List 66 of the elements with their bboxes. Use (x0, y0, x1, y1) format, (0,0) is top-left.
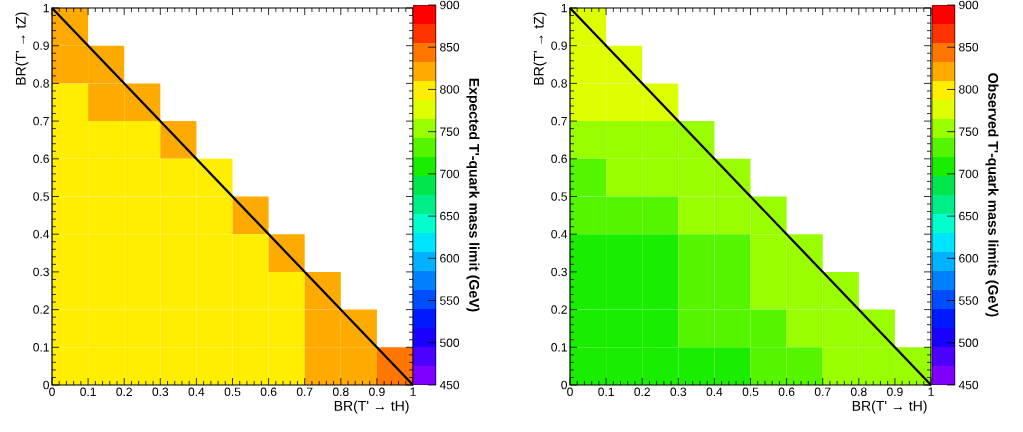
color-bar-label: 450 (958, 380, 979, 390)
color-bar-label: 800 (959, 85, 979, 94)
x-tick-label: 0.4 (706, 387, 723, 397)
x-tick-label: 0.5 (224, 387, 241, 397)
y-tick-label: 0.9 (551, 41, 567, 50)
y-tick-label: 0.1 (551, 343, 567, 352)
x-tick-label: 0.8 (850, 387, 867, 397)
x-tick-label: 0.4 (188, 387, 205, 397)
color-bar-label: 750 (440, 127, 460, 136)
x-tick-label: 0.9 (369, 387, 385, 397)
x-axis-title: BR(T' → tH) (334, 400, 409, 414)
color-bar-label: 650 (959, 211, 979, 221)
x-tick-label: 0.7 (814, 387, 831, 397)
color-bar-label: 600 (959, 254, 979, 263)
color-bar-title: Observed T'-quark mass limits (GeV) (985, 73, 999, 317)
y-tick-label: 0.8 (551, 79, 567, 88)
x-tick-label: 0.6 (260, 387, 277, 397)
color-bar-label: 900 (959, 0, 979, 10)
x-tick-label: 0.2 (634, 387, 650, 397)
color-bar-title: Expected T'-quark mass limit (GeV) (466, 78, 480, 312)
y-tick-label: 0.9 (33, 41, 49, 50)
y-tick-label: 1 (43, 3, 49, 13)
color-bar-label: 500 (440, 338, 460, 348)
y-tick-label: 0.2 (33, 305, 49, 314)
y-tick-label: 0.4 (33, 229, 50, 239)
y-tick-label: 0.7 (33, 116, 49, 126)
x-tick-label: 0.5 (742, 387, 759, 397)
x-tick-label: 0.6 (778, 387, 795, 397)
x-axis-title: BR(T' → tH) (852, 400, 927, 414)
y-tick-label: 0.7 (551, 116, 567, 126)
x-tick-label: 1 (410, 387, 416, 396)
x-tick-label: 0.3 (152, 387, 169, 397)
color-bar-label: 850 (440, 42, 460, 52)
y-axis-title: BR(T' → tZ) (533, 12, 547, 85)
color-bar-label: 700 (440, 169, 460, 179)
y-tick-label: 0.3 (33, 267, 49, 277)
y-tick-label: 0.1 (33, 343, 49, 352)
y-tick-label: 0.5 (33, 192, 49, 201)
x-tick-label: 1 (928, 387, 934, 396)
color-bar-label: 550 (959, 296, 979, 305)
color-bar-label: 700 (959, 169, 979, 179)
y-tick-label: 0.4 (551, 229, 568, 239)
color-bar-label: 650 (440, 211, 460, 221)
color-bar-label: 500 (959, 338, 979, 348)
y-tick-label: 0.6 (551, 154, 567, 164)
color-bar-label: 600 (440, 254, 460, 263)
color-bar-label: 750 (959, 127, 979, 136)
y-tick-label: 0.2 (551, 305, 567, 314)
x-tick-label: 0.1 (80, 387, 96, 397)
x-tick-label: 0.2 (116, 387, 132, 397)
y-tick-label: 0.3 (551, 267, 567, 277)
y-tick-label: 0.5 (551, 192, 567, 201)
color-bar-label: 900 (440, 0, 460, 10)
color-bar-label: 450 (439, 380, 460, 390)
y-axis-title: BR(T' → tZ) (15, 12, 29, 85)
x-tick-label: 0.7 (296, 387, 313, 397)
y-tick-label: 0.6 (33, 154, 49, 164)
x-tick-label: 0.3 (670, 387, 687, 397)
y-tick-label: 1 (561, 3, 567, 13)
color-bar-label: 550 (440, 296, 460, 305)
x-tick-label: 0.1 (598, 387, 614, 397)
x-tick-label: 0.9 (887, 387, 903, 397)
x-tick-label: 0.8 (332, 387, 349, 397)
y-tick-label: 0.8 (33, 79, 49, 88)
color-bar-label: 850 (959, 42, 979, 52)
color-bar-label: 800 (440, 85, 460, 94)
